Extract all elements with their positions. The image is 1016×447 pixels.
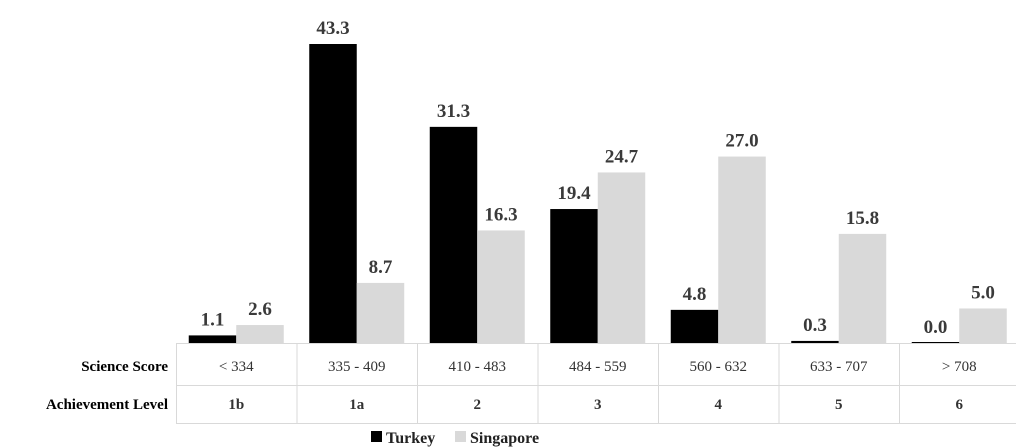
value-label-turkey-5: 4.8 [683, 284, 707, 305]
score-cell-1: < 334 [219, 359, 254, 375]
bar-turkey-7 [911, 342, 960, 343]
score-cell-2: 335 - 409 [328, 359, 386, 375]
value-label-singapore-7: 5.0 [971, 282, 995, 303]
value-label-singapore-4: 24.7 [605, 146, 639, 167]
level-cell-4: 3 [594, 397, 602, 413]
bar-turkey-1 [188, 335, 237, 343]
level-cell-2: 1a [349, 397, 365, 413]
score-cell-6: 633 - 707 [810, 359, 868, 375]
value-labels-group: 1.1 2.6 43.3 8.7 31.3 16.3 19.4 24.7 4.8 27.0 0.3 1… [201, 18, 995, 338]
legend-label-turkey: Turkey [386, 430, 435, 447]
row-label-achievement-level: Achievement Level [46, 397, 168, 413]
bar-singapore-1 [236, 325, 284, 343]
bar-singapore-5 [718, 156, 766, 343]
bar-singapore-3 [477, 230, 525, 343]
row-label-science-score: Science Score [81, 359, 168, 375]
legend-swatch-turkey [371, 431, 382, 442]
level-cell-6: 5 [835, 397, 843, 413]
legend-swatch-singapore [455, 431, 466, 442]
bar-turkey-2 [309, 44, 357, 343]
value-label-turkey-3: 31.3 [437, 101, 470, 122]
value-label-turkey-6: 0.3 [803, 315, 827, 336]
level-cell-3: 2 [474, 397, 482, 413]
value-label-singapore-2: 8.7 [369, 257, 393, 278]
value-label-singapore-5: 27.0 [725, 131, 758, 152]
data-table: Science Score Achievement Level < 334 1b 3… [46, 343, 1016, 424]
score-cell-7: > 708 [942, 359, 977, 375]
value-label-singapore-1: 2.6 [248, 299, 272, 320]
level-cell-1: 1b [228, 397, 244, 413]
bars-group [188, 44, 1007, 343]
score-cell-3: 410 - 483 [449, 359, 507, 375]
level-cell-7: 6 [956, 397, 964, 413]
bar-turkey-3 [429, 126, 478, 343]
value-label-singapore-6: 15.8 [846, 208, 879, 229]
bar-singapore-4 [597, 172, 646, 343]
score-cell-5: 560 - 632 [690, 359, 748, 375]
value-label-turkey-1: 1.1 [201, 309, 225, 330]
legend-label-singapore: Singapore [470, 430, 539, 447]
bar-turkey-4 [550, 209, 598, 343]
value-label-turkey-2: 43.3 [316, 18, 349, 39]
value-label-singapore-3: 16.3 [484, 204, 517, 225]
bar-singapore-2 [356, 282, 405, 343]
legend: Turkey Singapore [371, 430, 539, 447]
bar-singapore-6 [838, 233, 887, 343]
bar-turkey-5 [670, 309, 719, 343]
value-label-turkey-4: 19.4 [557, 183, 591, 204]
bar-turkey-6 [791, 340, 839, 343]
value-label-turkey-7: 0.0 [924, 317, 948, 338]
level-cell-5: 4 [715, 397, 723, 413]
score-cell-4: 484 - 559 [569, 359, 627, 375]
bar-singapore-7 [959, 308, 1007, 343]
